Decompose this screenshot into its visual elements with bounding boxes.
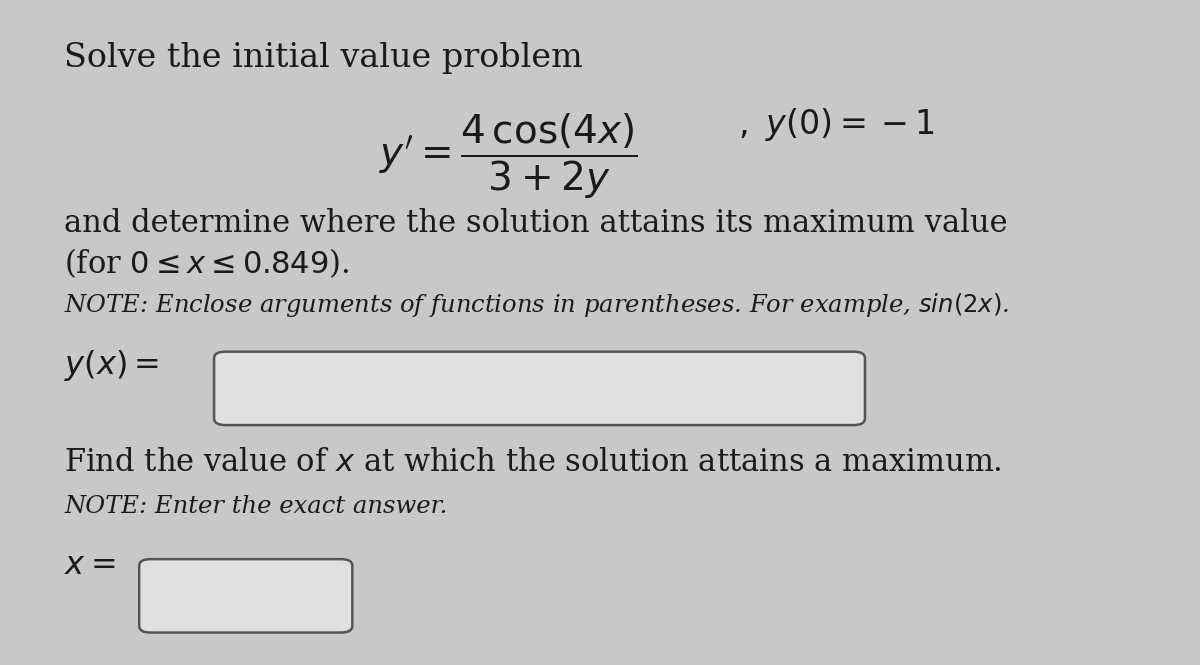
Text: $y' = \dfrac{4\,\cos(4x)}{3+2y}$: $y' = \dfrac{4\,\cos(4x)}{3+2y}$ bbox=[379, 112, 637, 201]
FancyBboxPatch shape bbox=[214, 352, 865, 425]
Text: $y(x) =$: $y(x) =$ bbox=[65, 348, 160, 384]
Text: NOTE: Enter the exact answer.: NOTE: Enter the exact answer. bbox=[65, 495, 448, 518]
Text: (for $0 \leq x \leq 0.849$).: (for $0 \leq x \leq 0.849$). bbox=[65, 246, 349, 280]
FancyBboxPatch shape bbox=[139, 559, 353, 632]
Text: Find the value of $x$ at which the solution attains a maximum.: Find the value of $x$ at which the solut… bbox=[65, 448, 1002, 478]
Text: and determine where the solution attains its maximum value: and determine where the solution attains… bbox=[65, 208, 1008, 239]
Text: NOTE: Enclose arguments of functions in parentheses. For example, $sin(2x)$.: NOTE: Enclose arguments of functions in … bbox=[65, 291, 1009, 319]
Text: Solve the initial value problem: Solve the initial value problem bbox=[65, 42, 583, 74]
Text: $,\ y(0) = -1$: $,\ y(0) = -1$ bbox=[738, 106, 935, 143]
Text: $x =$: $x =$ bbox=[65, 549, 115, 581]
